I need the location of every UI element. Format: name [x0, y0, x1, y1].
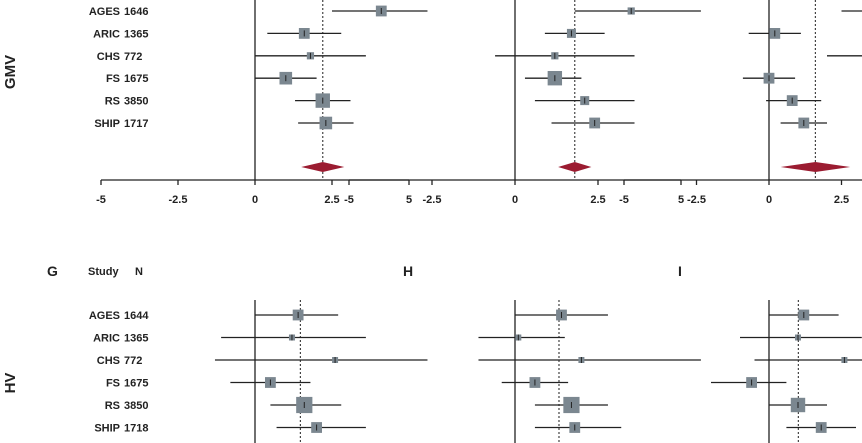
x-tick-label: -5 — [96, 194, 106, 206]
study-n-aric: 1365 — [124, 333, 148, 345]
panel-label-i: I — [678, 263, 682, 279]
study-n-rs: 3850 — [124, 96, 148, 108]
panel-label-h: H — [403, 263, 413, 279]
study-n-ship: 1718 — [124, 423, 148, 435]
x-tick-label: 2.5 — [324, 194, 339, 206]
x-tick-label: -2.5 — [169, 194, 188, 206]
study-name-rs: RS — [105, 96, 120, 108]
study-n-fs: 1675 — [124, 378, 148, 390]
x-tick-label: -5 — [344, 194, 354, 206]
study-name-chs: CHS — [97, 51, 120, 63]
study-n-aric: 1365 — [124, 28, 148, 40]
panel-label-g: G — [47, 263, 58, 279]
study-name-ship: SHIP — [94, 118, 120, 130]
n-column-header: N — [135, 266, 143, 278]
pooled-estimate-diamond — [780, 162, 851, 172]
study-name-ship: SHIP — [94, 423, 120, 435]
x-tick-label: 5 — [406, 194, 412, 206]
study-n-ages: 1646 — [124, 6, 148, 18]
study-name-fs: FS — [106, 378, 120, 390]
study-n-ages: 1644 — [124, 310, 149, 322]
study-n-chs: 772 — [124, 51, 142, 63]
x-tick-label: 0 — [766, 194, 772, 206]
pooled-estimate-diamond — [301, 162, 345, 172]
x-tick-label: 0 — [512, 194, 518, 206]
row-label-hv: HV — [2, 373, 19, 394]
study-name-fs: FS — [106, 73, 120, 85]
x-tick-label: 5 — [678, 194, 684, 206]
study-name-rs: RS — [105, 400, 120, 412]
x-tick-label: -2.5 — [687, 194, 706, 206]
study-name-ages: AGES — [89, 310, 120, 322]
study-n-rs: 3850 — [124, 400, 148, 412]
study-name-aric: ARIC — [93, 28, 120, 40]
x-tick-label: -2.5 — [423, 194, 442, 206]
study-n-ship: 1717 — [124, 118, 148, 130]
study-n-chs: 772 — [124, 355, 142, 367]
x-tick-label: 0 — [252, 194, 258, 206]
x-tick-label: 2.5 — [834, 194, 849, 206]
study-column-header: Study — [88, 266, 119, 278]
study-name-chs: CHS — [97, 355, 120, 367]
x-tick-label: 2.5 — [590, 194, 605, 206]
x-tick-label: -5 — [619, 194, 629, 206]
study-name-ages: AGES — [89, 6, 120, 18]
study-name-aric: ARIC — [93, 333, 120, 345]
pooled-estimate-diamond — [558, 162, 592, 172]
row-label-gmv: GMV — [2, 55, 19, 89]
study-n-fs: 1675 — [124, 73, 148, 85]
